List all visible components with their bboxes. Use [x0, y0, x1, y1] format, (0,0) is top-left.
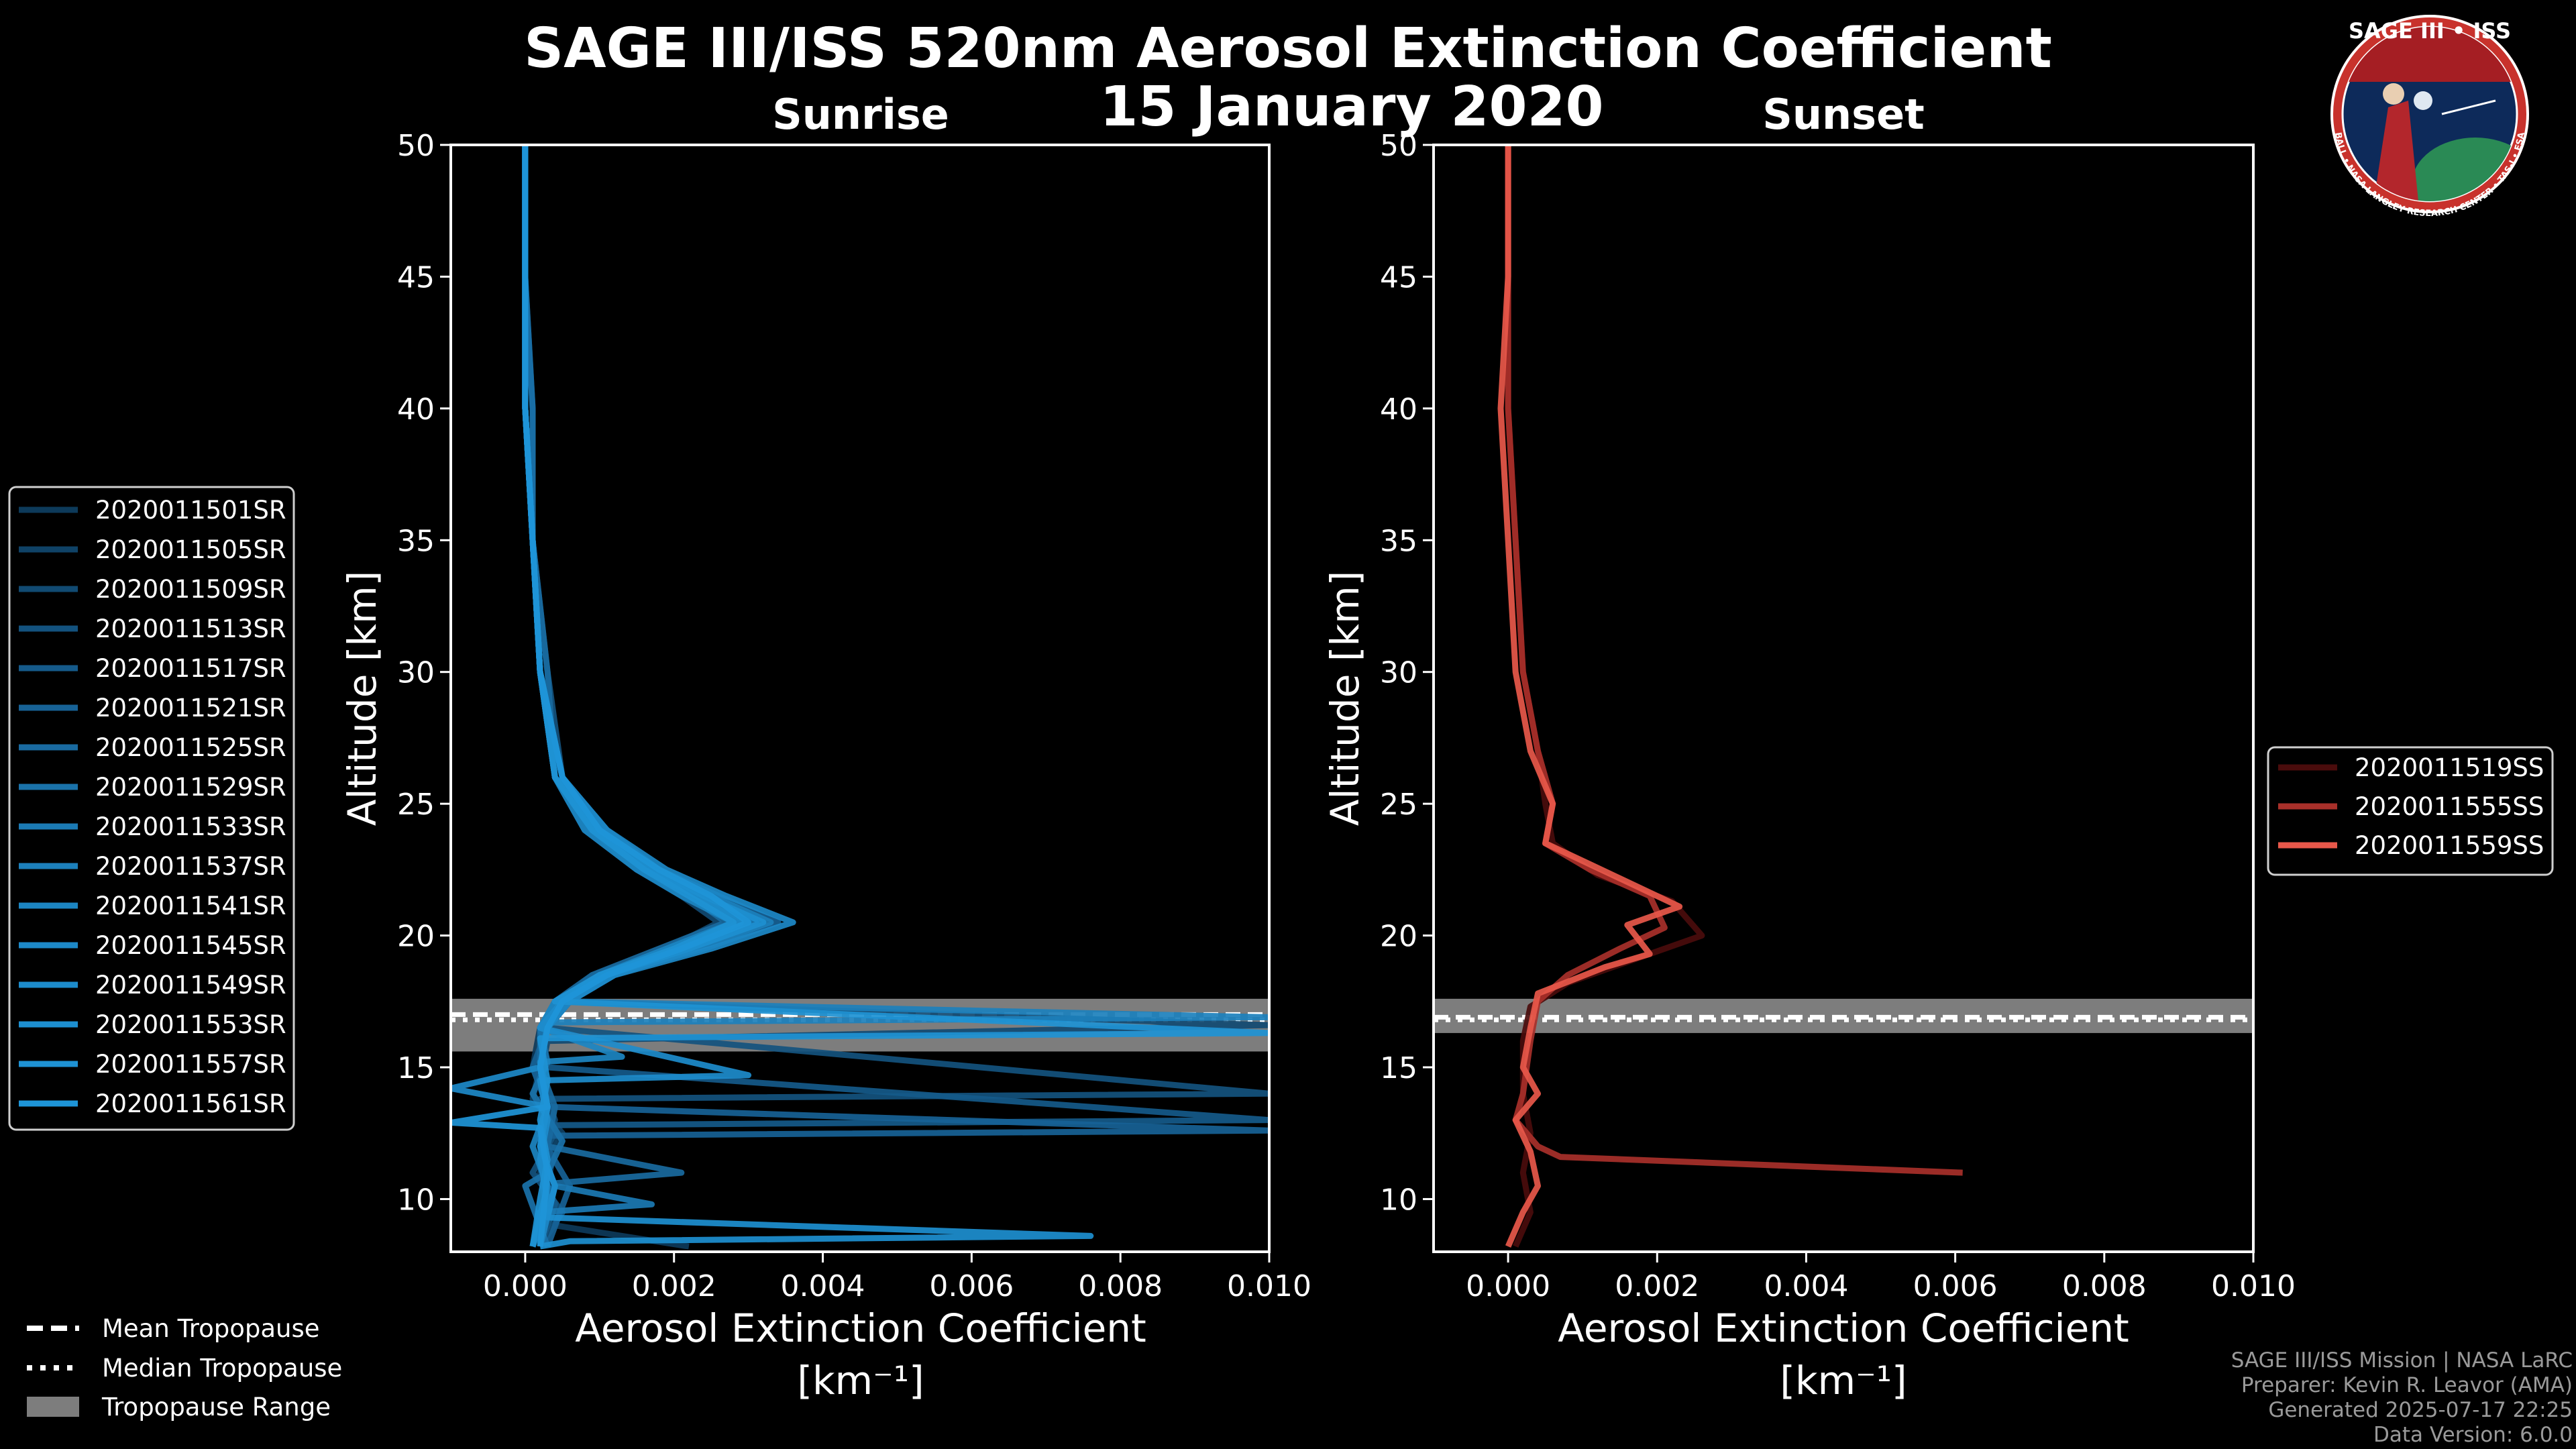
sunset-ytick-label: 50 [1380, 129, 1417, 163]
sunset-xtick-label: 0.000 [1466, 1269, 1550, 1303]
credit-preparer: Preparer: Kevin R. Leavor (AMA) [2241, 1373, 2573, 1397]
sunrise-legend-label: 2020011557SR [95, 1050, 286, 1079]
sunrise-legend-label: 2020011513SR [95, 614, 286, 643]
sunset-ylabel: Altitude [km] [1322, 571, 1368, 826]
logo-moon [2414, 91, 2432, 110]
sunrise-ytick-label: 10 [397, 1183, 435, 1217]
sunrise-xtick-label: 0.000 [483, 1269, 568, 1303]
sunset-xtick-label: 0.006 [1913, 1269, 1998, 1303]
sunset-series-group [1497, 145, 1963, 1248]
logo-figure-robe [2375, 101, 2418, 201]
sunset-ytick-label: 40 [1380, 392, 1417, 427]
sunrise-legend: 2020011501SR 2020011505SR 2020011509SR 2020… [8, 486, 295, 1131]
sunrise-legend-label: 2020011501SR [95, 496, 286, 525]
sunrise-series-2020011561SR [451, 145, 752, 1247]
sunrise-ytick-label: 30 [397, 656, 435, 690]
sunset-xtick-label: 0.010 [2211, 1269, 2296, 1303]
sunrise-xunit: [km⁻¹] [797, 1358, 924, 1403]
sunset-ytick-label: 15 [1380, 1051, 1417, 1085]
sunset-ytick-label: 25 [1380, 788, 1417, 822]
logo-station [2441, 99, 2496, 115]
sunset-xtick-label: 0.008 [2062, 1269, 2147, 1303]
credit-mission: SAGE III/ISS Mission | NASA LaRC [2231, 1348, 2573, 1373]
sunrise-xtick-label: 0.008 [1078, 1269, 1163, 1303]
sunrise-title: Sunrise [772, 90, 949, 139]
sunset-plot-frame [1432, 144, 2255, 1253]
sage-iii-iss-logo: SAGE III • ISS BALL • NASA LANGLEY RESEA… [2330, 15, 2529, 219]
sunset-series-2020011559SS [1497, 145, 1683, 1248]
sunset-ytick-label: 45 [1380, 260, 1417, 294]
sunset-legend-frame [2267, 746, 2554, 876]
sunrise-plot-frame [449, 144, 1271, 1253]
sunrise-legend-label: 2020011517SR [95, 654, 286, 683]
sunset-xtick-label: 0.002 [1615, 1269, 1699, 1303]
sunset-ytick-label: 30 [1380, 656, 1417, 690]
sunrise-ytick-label: 25 [397, 788, 435, 822]
sunset-legend-label: 2020011559SS [2355, 831, 2544, 860]
sunrise-series-group [451, 145, 1269, 1250]
sunrise-legend-label: 2020011509SR [95, 575, 286, 604]
figure-date: 15 January 2020 [1099, 75, 1603, 139]
sunrise-ytick-label: 50 [397, 129, 435, 163]
sunrise-legend-label: 2020011529SR [95, 773, 286, 802]
sunrise-legend-label: 2020011545SR [95, 931, 286, 960]
sunset-xtick-label: 0.004 [1764, 1269, 1848, 1303]
sunrise-ylabel: Altitude [km] [339, 571, 385, 826]
credits: SAGE III/ISS Mission | NASA LaRC Prepare… [2231, 1348, 2573, 1447]
sunrise-legend-label: 2020011537SR [95, 852, 286, 881]
sunrise-legend-label: 2020011561SR [95, 1089, 286, 1118]
sunrise-legend-label: 2020011505SR [95, 535, 286, 564]
sunset-ytick-label: 10 [1380, 1183, 1417, 1217]
sunset-ytick-label: 35 [1380, 524, 1417, 558]
sunrise-xlabel: Aerosol Extinction Coefficient [575, 1305, 1146, 1351]
sunset-ytick-label: 20 [1380, 920, 1417, 954]
sunrise-legend-label: 2020011533SR [95, 812, 286, 841]
mean-tropopause-label: Mean Tropopause [102, 1314, 320, 1343]
sunrise-legend-label: 2020011553SR [95, 1010, 286, 1039]
sunrise-legend-label: 2020011521SR [95, 694, 286, 722]
sunset-legend: 2020011519SS 2020011555SS 2020011559SS [2267, 746, 2554, 876]
sunrise-panel: 0.000 0.002 0.004 0.006 0.008 0.010 10 15 20 25 30… [339, 129, 1311, 1403]
sunset-axis-ticks: 0.000 0.002 0.004 0.006 0.008 0.010 10 15 20 25 30… [1380, 129, 2296, 1303]
median-tropopause-label: Median Tropopause [102, 1354, 342, 1383]
sunrise-ytick-label: 15 [397, 1051, 435, 1085]
sunrise-xtick-label: 0.002 [632, 1269, 716, 1303]
sunrise-ytick-label: 40 [397, 392, 435, 427]
sunset-plot-area [1434, 145, 2253, 1252]
sunrise-xtick-label: 0.004 [781, 1269, 865, 1303]
sunrise-ytick-label: 45 [397, 260, 435, 294]
tropopause-legend: Mean Tropopause Median Tropopause Tropop… [27, 1314, 342, 1421]
sunrise-ytick-label: 35 [397, 524, 435, 558]
tropopause-range-swatch [27, 1397, 79, 1417]
sunrise-plot-area [451, 145, 1269, 1252]
sunrise-legend-label: 2020011549SR [95, 971, 286, 1000]
credit-generated: Generated 2025-07-17 22:25 [2268, 1398, 2573, 1422]
sunset-xunit: [km⁻¹] [1780, 1358, 1907, 1403]
sunrise-legend-label: 2020011525SR [95, 733, 286, 762]
sunrise-legend-frame [8, 486, 295, 1131]
sunset-legend-label: 2020011519SS [2355, 753, 2544, 782]
sunrise-xtick-label: 0.010 [1227, 1269, 1311, 1303]
figure-title: SAGE III/ISS 520nm Aerosol Extinction Co… [524, 17, 2052, 80]
logo-title: SAGE III • ISS [2349, 18, 2511, 44]
sunrise-ytick-label: 20 [397, 920, 435, 954]
logo-outer-border [2330, 15, 2529, 213]
sunset-legend-label: 2020011555SS [2355, 792, 2544, 821]
sunrise-axis-ticks: 0.000 0.002 0.004 0.006 0.008 0.010 10 15 20 25 30… [397, 129, 1311, 1303]
sunset-xlabel: Aerosol Extinction Coefficient [1558, 1305, 2129, 1351]
tropopause-range-label: Tropopause Range [101, 1393, 331, 1421]
sunrise-legend-label: 2020011541SR [95, 892, 286, 920]
sunset-tropopause [1434, 998, 2253, 1033]
sunset-title: Sunset [1762, 90, 1925, 139]
logo-figure-head [2383, 83, 2404, 105]
sunset-panel: 0.000 0.002 0.004 0.006 0.008 0.010 10 15 20 25 30… [1322, 129, 2296, 1403]
credit-version: Data Version: 6.0.0 [2373, 1423, 2573, 1447]
sunrise-xtick-label: 0.006 [929, 1269, 1014, 1303]
